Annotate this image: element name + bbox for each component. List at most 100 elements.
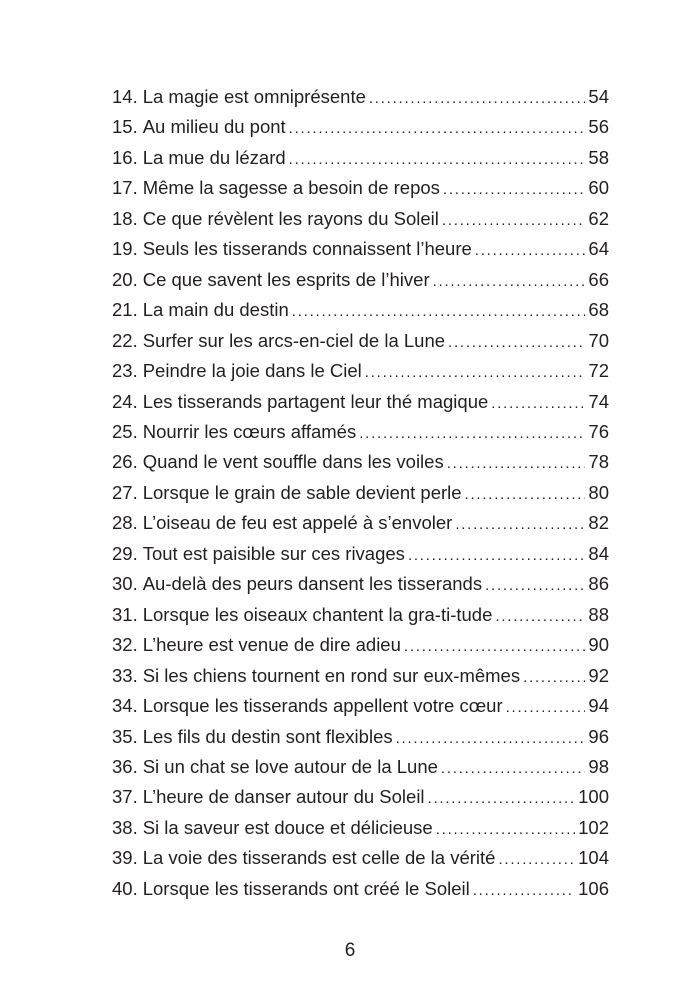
chapter-number: 14. <box>112 86 138 107</box>
dot-leader <box>369 84 586 112</box>
chapter-number: 39. <box>112 847 138 869</box>
chapter-title: Lorsque les tisserands ont créé le Solei… <box>142 877 470 899</box>
toc-entry: 32.L’heure est venue de dire adieu 90 <box>112 630 609 660</box>
chapter-title: Si la saveur est douce et délicieuse <box>142 816 433 838</box>
toc-entry: 15.Au milieu du pont 56 <box>112 112 609 142</box>
chapter-title: Surfer sur les arcs-en-ciel de la Lune <box>142 329 446 351</box>
chapter-page: 72 <box>588 360 609 382</box>
chapter-number: 37. <box>112 786 138 808</box>
toc-entry: 34. Lorsque les tisserands appellent votr… <box>112 691 609 721</box>
dot-leader <box>428 784 576 812</box>
chapter-title: L’heure de danser autour du Soleil <box>142 786 425 808</box>
toc-entry: 28. L’oiseau de feu est appelé à s’envole… <box>112 508 609 538</box>
toc-entry: 30. Au-delà des peurs dansent les tissera… <box>112 569 609 599</box>
chapter-title: Si les chiens tournent en rond sur eux-m… <box>142 664 521 686</box>
dot-leader <box>473 876 575 904</box>
chapter-page: 92 <box>588 664 609 686</box>
chapter-title: Les tisserands partagent leur thé magiqu… <box>142 390 489 412</box>
chapter-page: 96 <box>588 725 609 747</box>
dot-leader <box>442 206 586 234</box>
toc-entry: 40. Lorsque les tisserands ont créé le So… <box>112 874 609 904</box>
chapter-number: 28. <box>112 512 138 534</box>
chapter-title: Ce que révèlent les rayons du Soleil <box>142 207 439 229</box>
toc-entry: 23.Peindre la joie dans le Ciel 72 <box>112 356 609 386</box>
chapter-number: 18. <box>112 207 138 229</box>
dot-leader <box>455 510 585 538</box>
toc-entry: 39. La voie des tisserands est celle de l… <box>112 843 609 873</box>
dot-leader <box>441 754 586 782</box>
chapter-page: 74 <box>588 390 609 412</box>
chapter-page: 102 <box>578 816 609 838</box>
dot-leader <box>365 358 586 386</box>
chapter-page: 64 <box>588 238 609 260</box>
chapter-title: Nourrir les cœurs affamés <box>142 420 357 442</box>
chapter-number: 20. <box>112 268 138 290</box>
chapter-number: 34. <box>112 695 138 717</box>
toc-entry: 17.Même la sagesse a besoin de repos 60 <box>112 173 609 203</box>
dot-leader <box>289 114 586 142</box>
toc-entry: 18.Ce que révèlent les rayons du Soleil 6… <box>112 204 609 234</box>
chapter-number: 32. <box>112 634 138 656</box>
chapter-number: 26. <box>112 451 138 473</box>
dot-leader <box>465 480 586 508</box>
chapter-number: 22. <box>112 329 138 351</box>
toc-entry: 38.Si la saveur est douce et délicieuse 1… <box>112 813 609 843</box>
chapter-number: 17. <box>112 177 138 199</box>
chapter-title: Même la sagesse a besoin de repos <box>142 177 440 199</box>
chapter-number: 40. <box>112 877 138 899</box>
chapter-title: Quand le vent souffle dans les voiles <box>142 451 444 473</box>
chapter-title: La magie est omniprésente <box>142 86 366 107</box>
chapter-page: 62 <box>588 207 609 229</box>
toc-entry: 27. Lorsque le grain de sable devient per… <box>112 478 609 508</box>
dot-leader <box>404 632 586 660</box>
chapter-title: Lorsque les oiseaux chantent la gra-ti-t… <box>142 603 493 625</box>
chapter-title: Au milieu du pont <box>142 116 286 138</box>
dot-leader <box>436 815 575 843</box>
toc-entry: 35.Les fils du destin sont flexibles 96 <box>112 722 609 752</box>
dot-leader <box>289 145 586 173</box>
chapter-title: Lorsque le grain de sable devient perle <box>142 481 462 503</box>
dot-leader <box>491 389 585 417</box>
toc-entry: 29.Tout est paisible sur ces rivages 84 <box>112 539 609 569</box>
toc-entry: 22. Surfer sur les arcs-en-ciel de la Lun… <box>112 326 609 356</box>
chapter-title: La voie des tisserands est celle de la v… <box>142 847 496 869</box>
chapter-number: 35. <box>112 725 138 747</box>
chapter-number: 27. <box>112 481 138 503</box>
table-of-contents: 14.La magie est omniprésente 54 15.Au mili… <box>112 82 609 904</box>
chapter-title: Les fils du destin sont flexibles <box>142 725 393 747</box>
chapter-title: L’oiseau de feu est appelé à s’envoler <box>142 512 453 534</box>
chapter-page: 70 <box>588 329 609 351</box>
chapter-page: 86 <box>588 573 609 595</box>
toc-entry: 36.Si un chat se love autour de la Lune 9… <box>112 752 609 782</box>
chapter-page: 106 <box>578 877 609 899</box>
chapter-title: Tout est paisible sur ces rivages <box>142 542 405 564</box>
chapter-page: 90 <box>588 634 609 656</box>
dot-leader <box>506 693 586 721</box>
dot-leader <box>523 663 585 691</box>
chapter-title: Au-delà des peurs dansent les tisserands <box>142 573 483 595</box>
toc-entry: 31. Lorsque les oiseaux chantent la gra-t… <box>112 600 609 630</box>
chapter-title: Seuls les tisserands connaissent l’heure <box>142 238 472 260</box>
page-number: 6 <box>344 940 356 961</box>
dot-leader <box>292 297 586 325</box>
chapter-title: Si un chat se love autour de la Lune <box>142 755 438 777</box>
dot-leader <box>433 267 586 295</box>
toc-entry: 26. Quand le vent souffle dans les voiles… <box>112 447 609 477</box>
chapter-page: 94 <box>588 695 609 717</box>
chapter-page: 66 <box>588 268 609 290</box>
chapter-page: 58 <box>588 146 609 168</box>
dot-leader <box>396 724 586 752</box>
chapter-number: 21. <box>112 299 138 321</box>
dot-leader <box>448 328 585 356</box>
toc-entry: 37.L’heure de danser autour du Soleil 100 <box>112 782 609 812</box>
dot-leader <box>408 541 585 569</box>
chapter-number: 16. <box>112 146 138 168</box>
chapter-page: 80 <box>588 481 609 503</box>
chapter-page: 68 <box>588 299 609 321</box>
dot-leader <box>443 175 586 203</box>
chapter-number: 33. <box>112 664 138 686</box>
toc-entry: 33. Si les chiens tournent en rond sur eu… <box>112 661 609 691</box>
chapter-page: 100 <box>578 786 609 808</box>
toc-entry: 20.Ce que savent les esprits de l’hiver 6… <box>112 265 609 295</box>
dot-leader <box>359 419 585 447</box>
